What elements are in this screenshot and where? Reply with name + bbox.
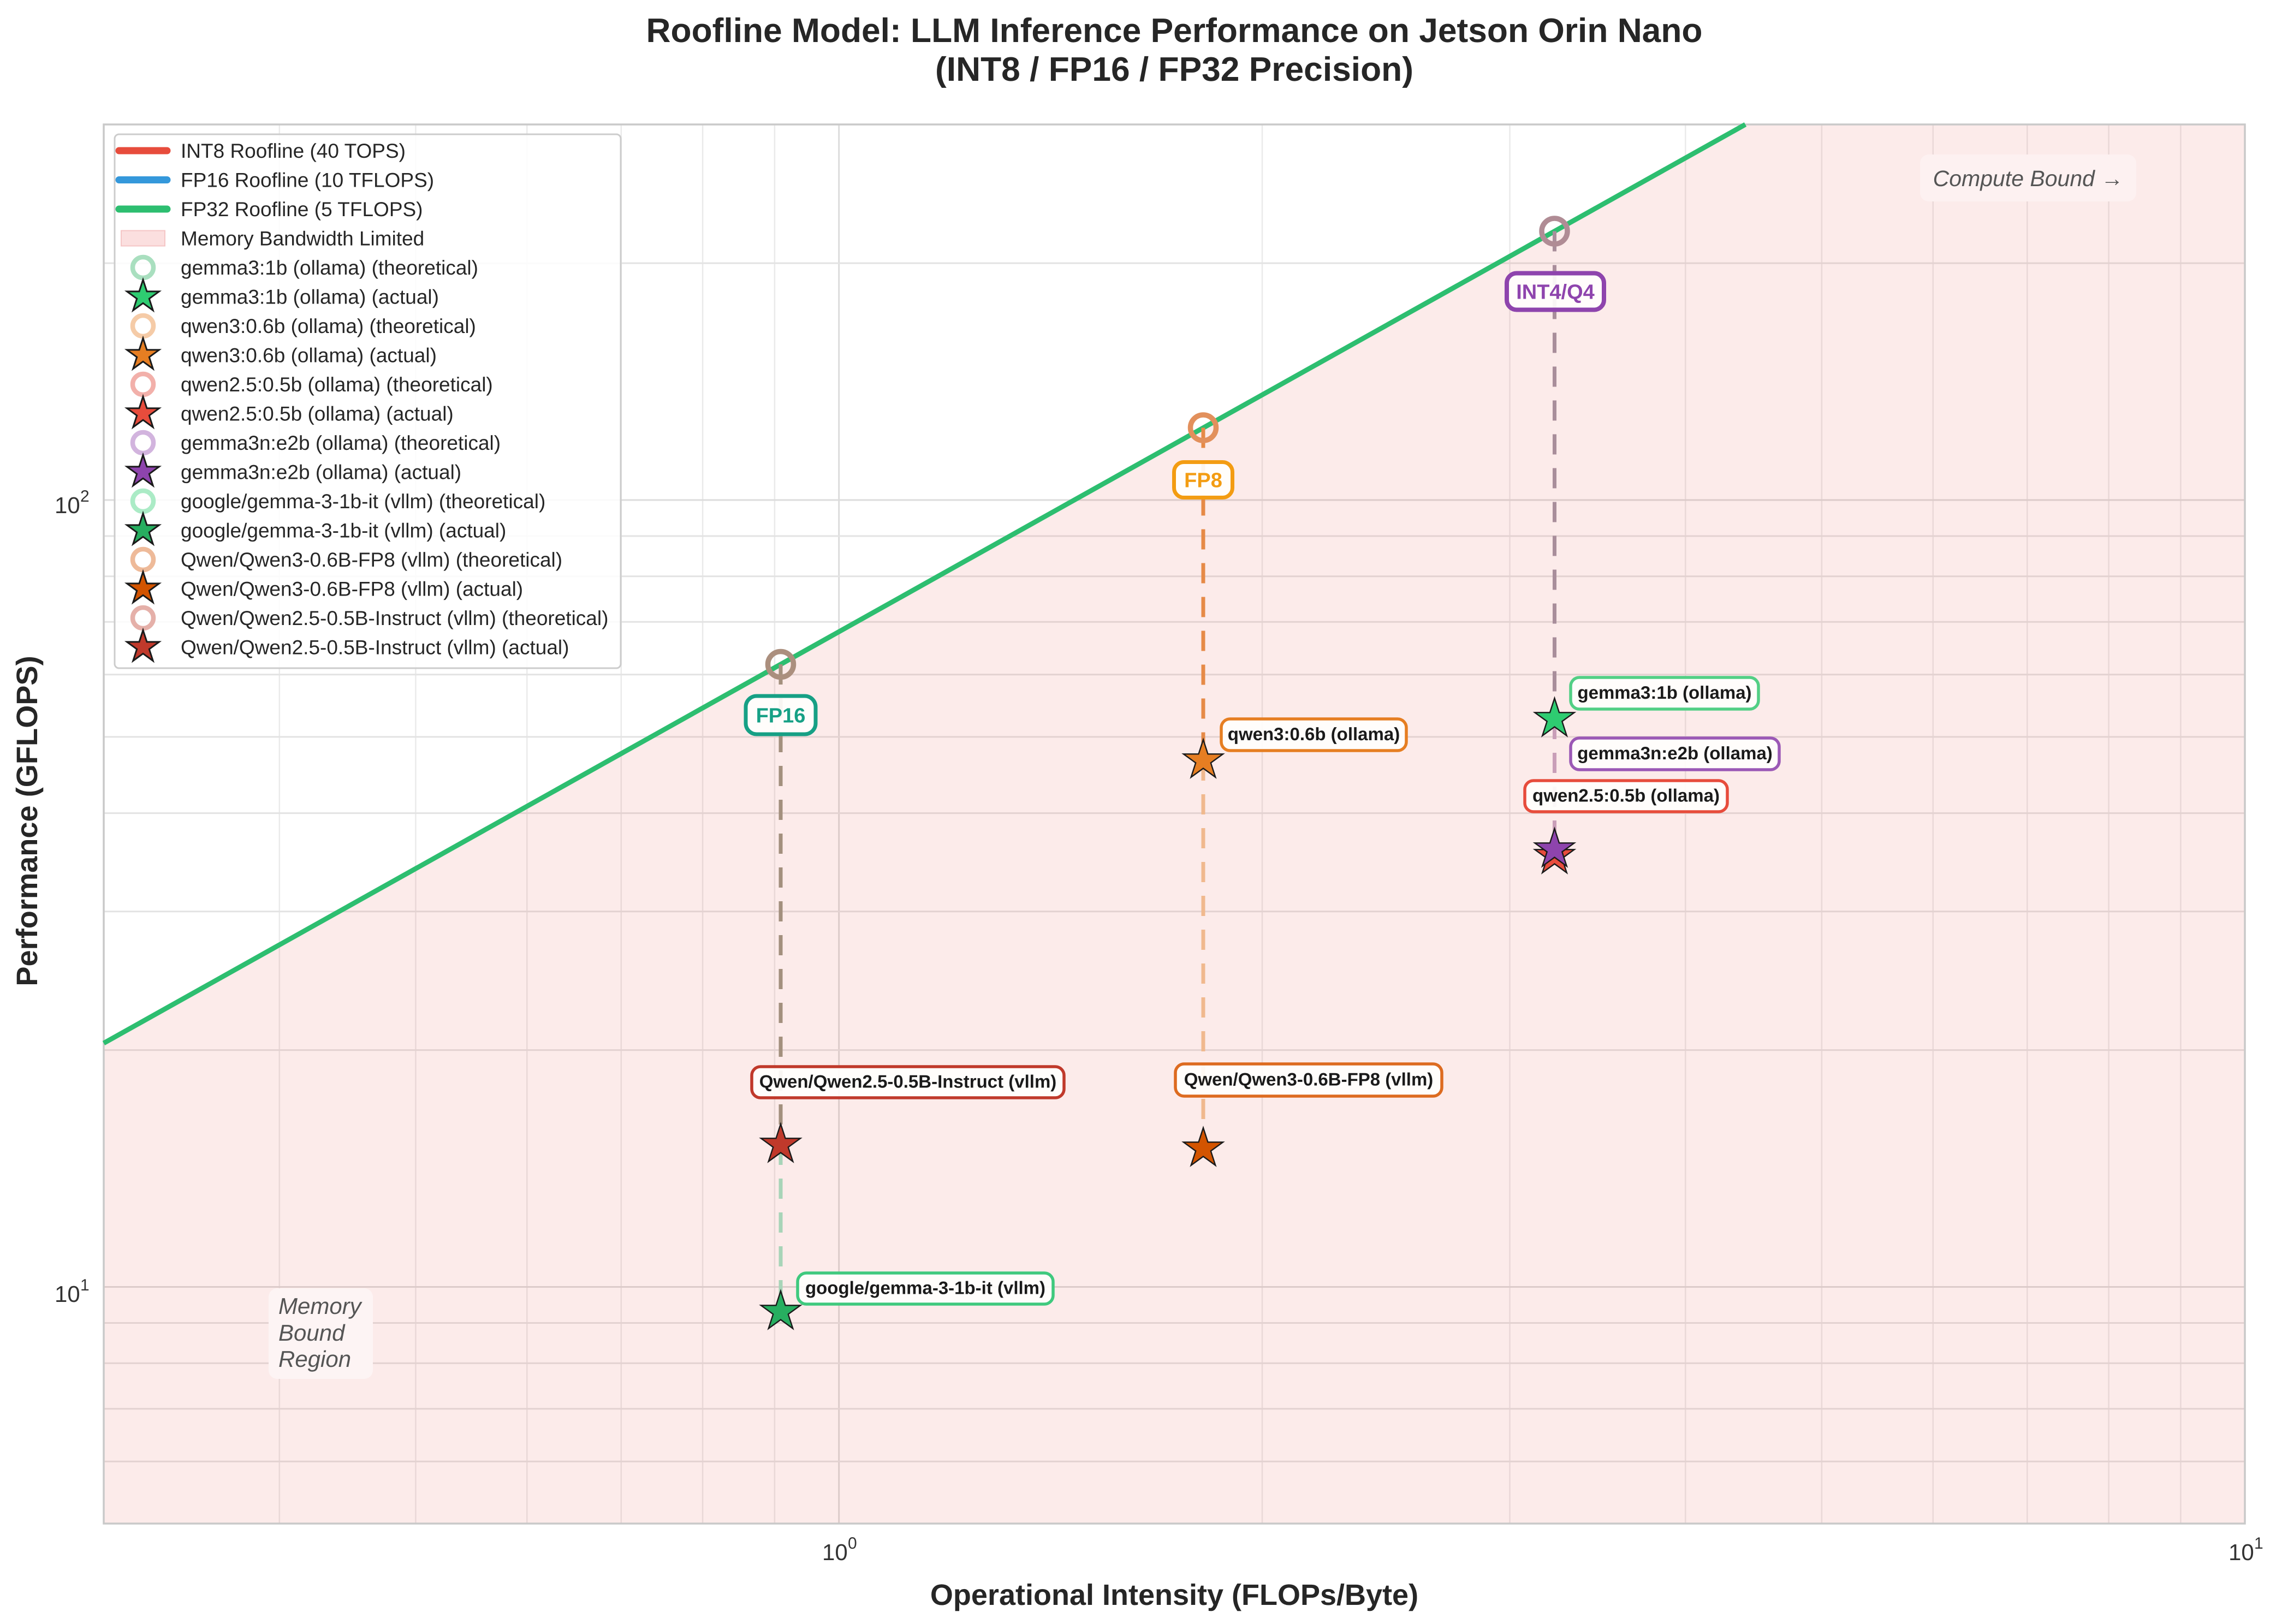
svg-text:Qwen/Qwen3-0.6B-FP8 (vllm): Qwen/Qwen3-0.6B-FP8 (vllm): [1184, 1069, 1434, 1089]
svg-text:INT8 Roofline (40 TOPS): INT8 Roofline (40 TOPS): [181, 140, 406, 162]
svg-text:Roofline Model: LLM Inference: Roofline Model: LLM Inference Performanc…: [646, 12, 1703, 50]
svg-text:FP8: FP8: [1184, 469, 1222, 492]
svg-text:10: 10: [55, 1281, 80, 1307]
svg-text:qwen2.5:0.5b (ollama) (theoret: qwen2.5:0.5b (ollama) (theoretical): [181, 373, 493, 396]
svg-text:10: 10: [822, 1539, 848, 1565]
svg-text:gemma3:1b (ollama) (actual): gemma3:1b (ollama) (actual): [181, 286, 439, 308]
svg-text:10: 10: [55, 492, 80, 518]
svg-text:gemma3n:e2b (ollama) (theoreti: gemma3n:e2b (ollama) (theoretical): [181, 432, 501, 454]
svg-text:google/gemma-3-1b-it (vllm) (a: google/gemma-3-1b-it (vllm) (actual): [181, 520, 506, 542]
svg-text:2: 2: [80, 487, 90, 505]
svg-text:0: 0: [848, 1534, 857, 1552]
svg-text:Region: Region: [278, 1346, 351, 1372]
svg-text:Performance (GFLOPS): Performance (GFLOPS): [11, 656, 44, 986]
svg-text:qwen3:0.6b (ollama) (theoretic: qwen3:0.6b (ollama) (theoretical): [181, 315, 476, 337]
svg-text:Compute Bound →: Compute Bound →: [1933, 166, 2124, 191]
svg-text:google/gemma-3-1b-it (vllm) (t: google/gemma-3-1b-it (vllm) (theoretical…: [181, 490, 545, 513]
svg-text:Memory: Memory: [278, 1293, 363, 1319]
svg-text:1: 1: [80, 1276, 90, 1294]
svg-text:Qwen/Qwen3-0.6B-FP8 (vllm) (th: Qwen/Qwen3-0.6B-FP8 (vllm) (theoretical): [181, 549, 562, 571]
svg-text:gemma3n:e2b (ollama): gemma3n:e2b (ollama): [1577, 743, 1773, 763]
svg-text:gemma3:1b (ollama): gemma3:1b (ollama): [1577, 682, 1751, 703]
svg-text:Qwen/Qwen2.5-0.5B-Instruct (vl: Qwen/Qwen2.5-0.5B-Instruct (vllm) (actua…: [181, 636, 569, 659]
svg-text:qwen3:0.6b (ollama) (actual): qwen3:0.6b (ollama) (actual): [181, 344, 437, 367]
svg-text:1: 1: [2254, 1534, 2263, 1552]
svg-text:10: 10: [2229, 1539, 2254, 1565]
svg-text:Operational Intensity (FLOPs/B: Operational Intensity (FLOPs/Byte): [930, 1579, 1418, 1611]
svg-text:Qwen/Qwen3-0.6B-FP8 (vllm) (ac: Qwen/Qwen3-0.6B-FP8 (vllm) (actual): [181, 578, 523, 600]
svg-text:FP16: FP16: [756, 705, 806, 728]
svg-text:qwen2.5:0.5b (ollama): qwen2.5:0.5b (ollama): [1532, 785, 1720, 805]
svg-text:INT4/Q4: INT4/Q4: [1516, 281, 1595, 304]
svg-text:FP32 Roofline (5 TFLOPS): FP32 Roofline (5 TFLOPS): [181, 198, 423, 221]
svg-text:Memory Bandwidth Limited: Memory Bandwidth Limited: [181, 228, 424, 250]
svg-text:google/gemma-3-1b-it (vllm): google/gemma-3-1b-it (vllm): [805, 1277, 1045, 1298]
svg-text:Qwen/Qwen2.5-0.5B-Instruct (vl: Qwen/Qwen2.5-0.5B-Instruct (vllm) (theor…: [181, 607, 608, 629]
svg-text:Bound: Bound: [278, 1320, 346, 1346]
svg-text:(INT8 / FP16 / FP32 Precision): (INT8 / FP16 / FP32 Precision): [935, 51, 1413, 88]
svg-text:gemma3n:e2b (ollama) (actual): gemma3n:e2b (ollama) (actual): [181, 461, 461, 484]
svg-text:qwen2.5:0.5b (ollama) (actual): qwen2.5:0.5b (ollama) (actual): [181, 403, 454, 425]
svg-text:qwen3:0.6b (ollama): qwen3:0.6b (ollama): [1228, 724, 1400, 744]
svg-text:Qwen/Qwen2.5-0.5B-Instruct (vl: Qwen/Qwen2.5-0.5B-Instruct (vllm): [759, 1071, 1057, 1091]
svg-text:gemma3:1b (ollama) (theoretica: gemma3:1b (ollama) (theoretical): [181, 257, 478, 279]
svg-text:FP16 Roofline (10 TFLOPS): FP16 Roofline (10 TFLOPS): [181, 169, 434, 192]
